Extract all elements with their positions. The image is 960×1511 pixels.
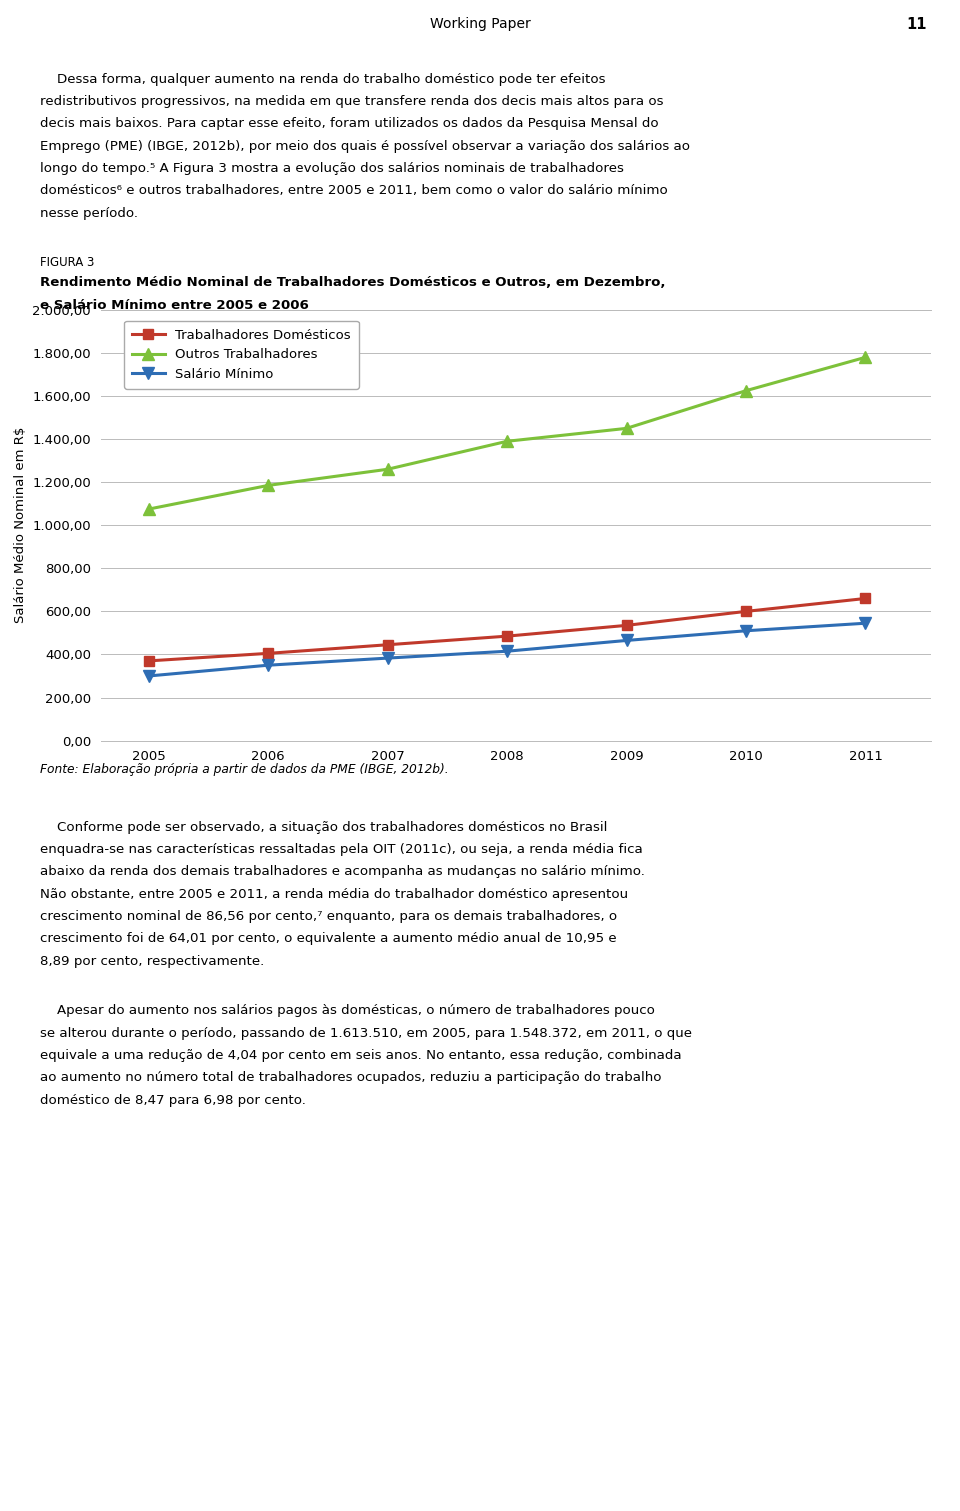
Text: crescimento foi de 64,01 por cento, o equivalente a aumento médio anual de 10,95: crescimento foi de 64,01 por cento, o eq… [40,932,617,946]
Text: Apesar do aumento nos salários pagos às domésticas, o número de trabalhadores po: Apesar do aumento nos salários pagos às … [40,1005,655,1017]
Text: Working Paper: Working Paper [430,17,530,32]
Text: decis mais baixos. Para captar esse efeito, foram utilizados os dados da Pesquis: decis mais baixos. Para captar esse efei… [40,118,659,130]
Text: equivale a uma redução de 4,04 por cento em seis anos. No entanto, essa redução,: equivale a uma redução de 4,04 por cento… [40,1049,682,1062]
Text: nesse período.: nesse período. [40,207,138,219]
Text: Rendimento Médio Nominal de Trabalhadores Domésticos e Outros, em Dezembro,: Rendimento Médio Nominal de Trabalhadore… [40,277,666,290]
Text: Não obstante, entre 2005 e 2011, a renda média do trabalhador doméstico apresent: Não obstante, entre 2005 e 2011, a renda… [40,888,629,901]
Legend: Trabalhadores Domésticos, Outros Trabalhadores, Salário Mínimo: Trabalhadores Domésticos, Outros Trabalh… [124,320,359,388]
Text: domésticos⁶ e outros trabalhadores, entre 2005 e 2011, bem como o valor do salár: domésticos⁶ e outros trabalhadores, entr… [40,184,668,198]
Text: 11: 11 [906,17,926,32]
Text: redistributivos progressivos, na medida em que transfere renda dos decis mais al: redistributivos progressivos, na medida … [40,95,663,107]
Text: crescimento nominal de 86,56 por cento,⁷ enquanto, para os demais trabalhadores,: crescimento nominal de 86,56 por cento,⁷… [40,910,617,923]
Text: abaixo da renda dos demais trabalhadores e acompanha as mudanças no salário míni: abaixo da renda dos demais trabalhadores… [40,866,645,878]
Text: longo do tempo.⁵ A Figura 3 mostra a evolução dos salários nominais de trabalhad: longo do tempo.⁵ A Figura 3 mostra a evo… [40,162,624,175]
Text: FIGURA 3: FIGURA 3 [40,257,95,269]
Text: enquadra-se nas características ressaltadas pela OIT (2011c), ou seja, a renda m: enquadra-se nas características ressalta… [40,843,643,857]
Text: doméstico de 8,47 para 6,98 por cento.: doméstico de 8,47 para 6,98 por cento. [40,1094,306,1108]
Y-axis label: Salário Médio Nominal em R$: Salário Médio Nominal em R$ [13,428,27,624]
Text: e Salário Mínimo entre 2005 e 2006: e Salário Mínimo entre 2005 e 2006 [40,299,309,311]
Text: Conforme pode ser observado, a situação dos trabalhadores domésticos no Brasil: Conforme pode ser observado, a situação … [40,820,608,834]
Text: Fonte: Elaboração própria a partir de dados da PME (IBGE, 2012b).: Fonte: Elaboração própria a partir de da… [40,763,449,777]
Text: Dessa forma, qualquer aumento na renda do trabalho doméstico pode ter efeitos: Dessa forma, qualquer aumento na renda d… [40,73,606,86]
Text: se alterou durante o período, passando de 1.613.510, em 2005, para 1.548.372, em: se alterou durante o período, passando d… [40,1027,692,1040]
Text: Emprego (PME) (IBGE, 2012b), por meio dos quais é possível observar a variação d: Emprego (PME) (IBGE, 2012b), por meio do… [40,139,690,153]
Text: 8,89 por cento, respectivamente.: 8,89 por cento, respectivamente. [40,955,265,969]
Text: ao aumento no número total de trabalhadores ocupados, reduziu a participação do : ao aumento no número total de trabalhado… [40,1071,661,1085]
